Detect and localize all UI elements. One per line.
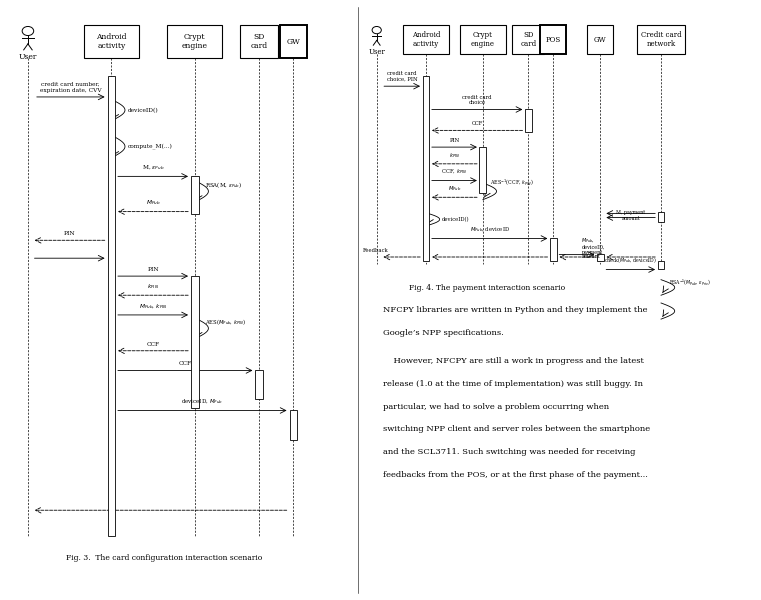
Text: SD
card: SD card: [250, 33, 268, 50]
Text: RSA(M, $\epsilon_{Pub}$): RSA(M, $\epsilon_{Pub}$): [205, 180, 243, 190]
Text: compute_M(...): compute_M(...): [127, 143, 172, 149]
Bar: [107, 76, 115, 536]
Text: $M_{Pub}$, $k_{PIN}$: $M_{Pub}$, $k_{PIN}$: [139, 302, 167, 311]
Bar: [550, 238, 557, 261]
Bar: [256, 370, 263, 398]
Text: M, $\epsilon_{Pub}$: M, $\epsilon_{Pub}$: [142, 163, 164, 172]
Bar: [289, 410, 297, 440]
Text: However, NFCPY are still a work in progress and the latest: However, NFCPY are still a work in progr…: [383, 358, 644, 365]
Text: deviceID(): deviceID(): [442, 217, 470, 222]
Text: deviceID(): deviceID(): [127, 107, 158, 113]
Text: $k_{PIN}$: $k_{PIN}$: [449, 151, 460, 160]
Text: Fig. 3.  The card configuration interaction scenario: Fig. 3. The card configuration interacti…: [66, 554, 263, 562]
Text: PIN: PIN: [449, 138, 460, 143]
Bar: [191, 276, 199, 407]
Text: payment: payment: [581, 250, 603, 254]
Text: SD
card: SD card: [521, 31, 537, 48]
Bar: [191, 176, 199, 214]
Text: deviceID, $M_{Pub}$: deviceID, $M_{Pub}$: [181, 398, 223, 406]
Text: CCF: CCF: [179, 361, 192, 366]
Bar: [279, 25, 307, 58]
Text: credit card
choice: credit card choice: [463, 95, 492, 106]
Text: Android
activity: Android activity: [96, 33, 126, 50]
Bar: [479, 146, 486, 193]
Text: CCF, $k_{PIN}$: CCF, $k_{PIN}$: [441, 167, 467, 176]
Text: User: User: [368, 47, 385, 56]
Text: $M_{Pub}$: $M_{Pub}$: [146, 199, 161, 208]
Text: deviceID,: deviceID,: [581, 245, 605, 250]
Text: $M_{Pub}$, deviceID: $M_{Pub}$, deviceID: [470, 226, 510, 235]
Bar: [587, 25, 613, 54]
Bar: [422, 76, 429, 261]
Text: amount: amount: [581, 254, 600, 259]
Text: switching NPP client and server roles between the smartphone: switching NPP client and server roles be…: [383, 425, 650, 433]
Bar: [597, 254, 603, 261]
Text: credit card number,
expiration date, CVV: credit card number, expiration date, CVV: [40, 82, 101, 93]
Text: and the SCL3711. Such switching was needed for receiving: and the SCL3711. Such switching was need…: [383, 448, 635, 456]
Text: $k_{PIN}$: $k_{PIN}$: [147, 282, 159, 291]
Text: AES$^{-1}$(CCF, $k_{PIN}$): AES$^{-1}$(CCF, $k_{PIN}$): [490, 176, 534, 187]
Text: RSA$^{-1}$($M_{Pub}$, $\epsilon_{Priv}$): RSA$^{-1}$($M_{Pub}$, $\epsilon_{Priv}$): [669, 277, 711, 287]
Text: $M_{Pub}$: $M_{Pub}$: [447, 184, 461, 193]
Bar: [525, 109, 532, 131]
Text: check($M_{Pub}$, deviceID): check($M_{Pub}$, deviceID): [604, 256, 657, 265]
Text: feedbacks from the POS, or at the first phase of the payment...: feedbacks from the POS, or at the first …: [383, 471, 648, 479]
Text: GW: GW: [286, 38, 301, 46]
Text: AES($M_{Pub}$, $k_{PIN}$): AES($M_{Pub}$, $k_{PIN}$): [205, 317, 247, 327]
Text: Google’s NPP specifications.: Google’s NPP specifications.: [383, 329, 504, 337]
Text: credit card
choice, PIN: credit card choice, PIN: [387, 71, 418, 82]
Text: Fig. 4. The payment interaction scenario: Fig. 4. The payment interaction scenario: [409, 284, 565, 292]
Text: Android
activity: Android activity: [412, 31, 440, 48]
Text: M, payment
amount: M, payment amount: [616, 211, 645, 221]
Bar: [240, 25, 278, 58]
Text: User: User: [19, 53, 37, 61]
Text: $M_{Pub}$,: $M_{Pub}$,: [581, 236, 595, 245]
Text: Credit card
network: Credit card network: [641, 31, 681, 48]
Text: PIN: PIN: [64, 231, 75, 236]
Text: release (1.0 at the time of implementation) was still buggy. In: release (1.0 at the time of implementati…: [383, 380, 643, 388]
Bar: [637, 25, 686, 54]
Bar: [658, 261, 664, 269]
Text: NFCPY libraries are written in Python and they implement the: NFCPY libraries are written in Python an…: [383, 306, 648, 314]
Text: Crypt
engine: Crypt engine: [182, 33, 208, 50]
Bar: [460, 25, 505, 54]
Bar: [167, 25, 222, 58]
Text: CCF: CCF: [147, 341, 160, 347]
Bar: [658, 212, 664, 223]
Bar: [540, 25, 566, 54]
Bar: [403, 25, 449, 54]
Text: PIN: PIN: [147, 267, 159, 272]
Text: GW: GW: [594, 35, 607, 44]
Text: particular, we had to solve a problem occurring when: particular, we had to solve a problem oc…: [383, 403, 609, 411]
Text: Crypt
engine: Crypt engine: [471, 31, 495, 48]
Text: POS: POS: [546, 35, 561, 44]
Bar: [512, 25, 544, 54]
Text: CCF: CCF: [472, 121, 483, 126]
Bar: [84, 25, 139, 58]
Text: Feedback: Feedback: [362, 248, 388, 253]
